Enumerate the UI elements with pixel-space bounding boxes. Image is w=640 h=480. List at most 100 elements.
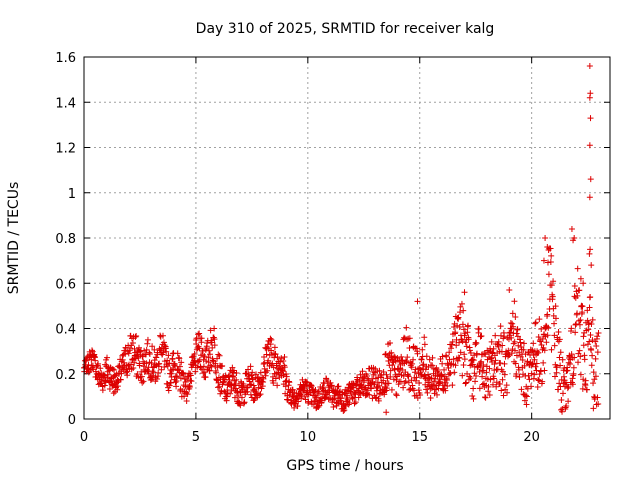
- data-point: [403, 358, 410, 365]
- data-point: [588, 321, 595, 328]
- data-point: [406, 345, 413, 352]
- data-point: [352, 399, 359, 406]
- data-point: [489, 381, 496, 388]
- data-point: [488, 338, 495, 345]
- data-point: [208, 339, 215, 346]
- data-point: [583, 386, 590, 393]
- data-point: [480, 362, 487, 369]
- data-point: [501, 371, 508, 378]
- data-point: [590, 380, 597, 387]
- x-tick-label: 10: [300, 430, 317, 445]
- grid-lines: [84, 57, 610, 419]
- data-point: [264, 367, 271, 374]
- outlier-point: [568, 225, 575, 232]
- data-point: [248, 372, 255, 379]
- data-point: [404, 354, 411, 361]
- data-point: [167, 379, 174, 386]
- data-point: [206, 351, 213, 358]
- data-point: [521, 362, 528, 369]
- data-point: [497, 360, 504, 367]
- data-point: [395, 371, 402, 378]
- data-point: [447, 370, 454, 377]
- data-point: [518, 386, 525, 393]
- data-point: [421, 334, 428, 341]
- data-point: [280, 358, 287, 365]
- data-point: [455, 354, 462, 361]
- data-point: [548, 346, 555, 353]
- data-point: [235, 393, 242, 400]
- data-point: [136, 362, 143, 369]
- data-point: [429, 362, 436, 369]
- data-point: [202, 374, 209, 381]
- data-point: [206, 367, 213, 374]
- data-point: [499, 342, 506, 349]
- data-point: [443, 376, 450, 383]
- data-point: [196, 330, 203, 337]
- data-point: [211, 336, 218, 343]
- data-point: [149, 343, 156, 350]
- data-point: [425, 379, 432, 386]
- data-point: [219, 362, 226, 369]
- data-point: [459, 321, 466, 328]
- data-point: [577, 317, 584, 324]
- data-point: [268, 336, 275, 343]
- data-point: [513, 330, 520, 337]
- data-point: [589, 352, 596, 359]
- data-point: [102, 378, 109, 385]
- data-point: [585, 326, 592, 333]
- data-point: [452, 362, 459, 369]
- data-point: [556, 336, 563, 343]
- data-point: [420, 361, 427, 368]
- data-point: [285, 396, 292, 403]
- data-point: [391, 366, 398, 373]
- data-point: [594, 333, 601, 340]
- data-point: [286, 379, 293, 386]
- data-point: [412, 366, 419, 373]
- data-point: [481, 394, 488, 401]
- data-point: [470, 395, 477, 402]
- data-point: [195, 331, 202, 338]
- data-point: [465, 336, 472, 343]
- data-point: [524, 385, 531, 392]
- data-point: [587, 331, 594, 338]
- data-point: [502, 386, 509, 393]
- data-point: [114, 386, 121, 393]
- data-point: [180, 370, 187, 377]
- data-point: [240, 380, 247, 387]
- data-point: [499, 368, 506, 375]
- data-point: [97, 365, 104, 372]
- data-point: [544, 332, 551, 339]
- data-point: [555, 328, 562, 335]
- data-point: [490, 375, 497, 382]
- data-point: [144, 336, 151, 343]
- data-point: [564, 385, 571, 392]
- data-point: [168, 373, 175, 380]
- data-point: [547, 245, 554, 252]
- data-point: [200, 356, 207, 363]
- data-point: [552, 315, 559, 322]
- data-point: [213, 369, 220, 376]
- data-point: [172, 379, 179, 386]
- data-point: [340, 408, 347, 415]
- data-point: [227, 390, 234, 397]
- data-point: [192, 368, 199, 375]
- data-point: [511, 298, 518, 305]
- data-point: [357, 391, 364, 398]
- data-point: [544, 311, 551, 318]
- data-point: [469, 392, 476, 399]
- data-point: [184, 391, 191, 398]
- outlier-point: [414, 298, 421, 305]
- data-point: [574, 292, 581, 299]
- data-point: [536, 377, 543, 384]
- data-point: [462, 339, 469, 346]
- data-point: [183, 397, 190, 404]
- data-point: [143, 360, 150, 367]
- data-point: [146, 351, 153, 358]
- data-point: [548, 252, 555, 259]
- data-point: [517, 353, 524, 360]
- data-point: [166, 382, 173, 389]
- data-point: [464, 329, 471, 336]
- data-point: [257, 369, 264, 376]
- data-point: [446, 349, 453, 356]
